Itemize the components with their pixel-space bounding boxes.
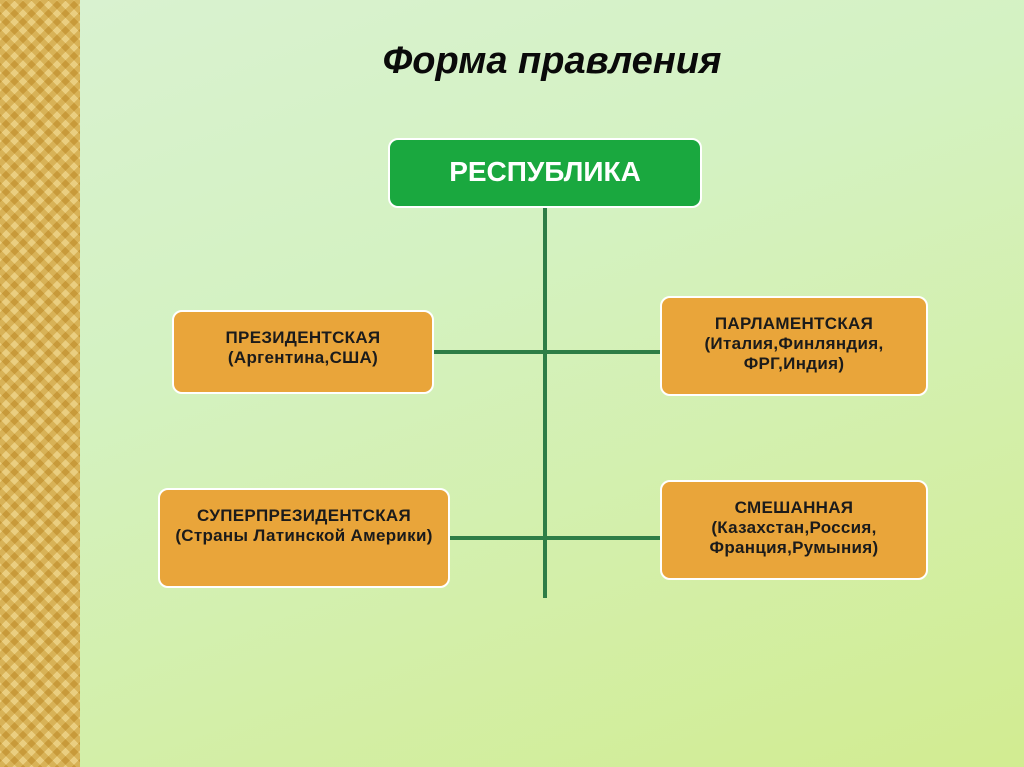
root-node: РЕСПУБЛИКА bbox=[388, 138, 702, 208]
slide: Форма правления РЕСПУБЛИКА ПРЕЗИДЕНТСКАЯ… bbox=[80, 0, 1024, 767]
leaf-label: СУПЕРПРЕЗИДЕНТСКАЯ bbox=[172, 506, 436, 526]
leaf-parliamentary: ПАРЛАМЕНТСКАЯ (Италия,Финляндия, ФРГ,Инд… bbox=[660, 296, 928, 396]
leaf-sub: (Страны Латинской Америки) bbox=[172, 526, 436, 546]
leaf-sub: (Аргентина,США) bbox=[186, 348, 420, 368]
leaf-mixed: СМЕШАННАЯ (Казахстан,Россия, Франция,Рум… bbox=[660, 480, 928, 580]
slide-title: Форма правления bbox=[80, 40, 1024, 83]
leaf-label: ПРЕЗИДЕНТСКАЯ bbox=[186, 328, 420, 348]
decorative-left-strip bbox=[0, 0, 80, 767]
leaf-presidential: ПРЕЗИДЕНТСКАЯ (Аргентина,США) bbox=[172, 310, 434, 394]
root-label: РЕСПУБЛИКА bbox=[410, 156, 680, 188]
leaf-superpresidential: СУПЕРПРЕЗИДЕНТСКАЯ (Страны Латинской Аме… bbox=[158, 488, 450, 588]
leaf-label: ПАРЛАМЕНТСКАЯ bbox=[674, 314, 914, 334]
leaf-sub: (Казахстан,Россия, Франция,Румыния) bbox=[674, 518, 914, 558]
leaf-label: СМЕШАННАЯ bbox=[674, 498, 914, 518]
leaf-sub: (Италия,Финляндия, ФРГ,Индия) bbox=[674, 334, 914, 374]
